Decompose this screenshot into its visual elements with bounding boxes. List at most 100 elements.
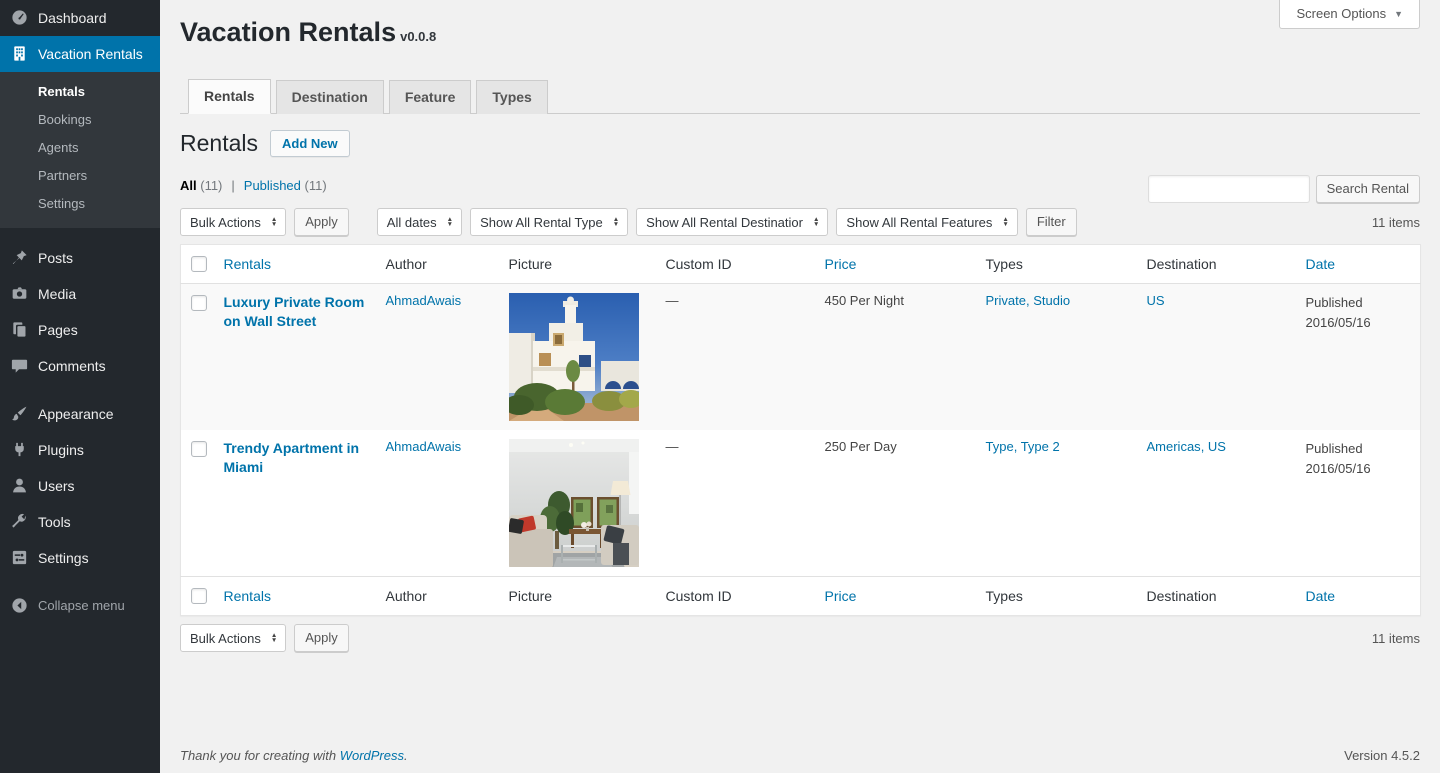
filter-button[interactable]: Filter xyxy=(1025,208,1077,236)
rental-features-filter-select[interactable]: Show All Rental Features ▲ ▼ xyxy=(836,208,1018,236)
sidebar-subitem-rentals[interactable]: Rentals xyxy=(38,84,85,99)
destination-link[interactable]: US xyxy=(1146,293,1165,308)
column-header-rentals[interactable]: Rentals xyxy=(213,576,376,616)
bulk-actions-select-bottom[interactable]: Bulk Actions ▲ ▼ xyxy=(180,624,287,652)
rental-type-filter-label: Show All Rental Type xyxy=(480,214,603,230)
sidebar-subitem-bookings[interactable]: Bookings xyxy=(38,112,92,127)
screen-options-button[interactable]: Screen Options ▼ xyxy=(1279,0,1420,29)
sidebar-subitem-partners[interactable]: Partners xyxy=(38,168,88,183)
pages-icon xyxy=(10,320,30,340)
view-link-all[interactable]: All xyxy=(180,177,197,193)
date-cell: Published 2016/05/16 xyxy=(1296,430,1421,577)
tab-types[interactable]: Types xyxy=(476,80,548,114)
tab-rentals[interactable]: Rentals xyxy=(188,79,271,114)
type-link[interactable]: Private xyxy=(985,293,1026,308)
comment-icon xyxy=(10,356,30,376)
rentals-table: Rentals Author Picture Custom ID Price Types D… xyxy=(180,244,1421,616)
row-checkbox[interactable] xyxy=(191,295,207,311)
rental-type-filter-select[interactable]: Show All Rental Type ▲ ▼ xyxy=(470,208,629,236)
triangle-down-icon: ▼ xyxy=(1394,8,1403,19)
collapse-icon xyxy=(10,596,30,616)
select-all-checkbox[interactable] xyxy=(191,256,207,272)
apply-button-bottom[interactable]: Apply xyxy=(294,624,349,652)
apply-button[interactable]: Apply xyxy=(294,208,349,236)
rental-title-link[interactable]: Trendy Apartment in Miami xyxy=(223,440,360,475)
sidebar-item-comments[interactable]: Comments xyxy=(0,348,160,384)
row-checkbox[interactable] xyxy=(191,441,207,457)
sidebar-item-label: Settings xyxy=(38,550,89,566)
rental-title-link[interactable]: Luxury Private Room on Wall Street xyxy=(223,294,365,329)
table-body: Luxury Private Room on Wall Street AhmadA… xyxy=(180,283,1421,577)
row-checkbox-cell xyxy=(181,284,214,431)
view-link-published[interactable]: Published xyxy=(243,177,301,193)
date-status: Published xyxy=(1305,295,1363,310)
sidebar-subitem-settings-sub[interactable]: Settings xyxy=(38,196,85,211)
rental-destination-filter-select[interactable]: Show All Rental Destinatior ▲ ▼ xyxy=(636,208,829,236)
destination-link[interactable]: Americas xyxy=(1146,439,1201,454)
tab-feature[interactable]: Feature xyxy=(388,80,472,114)
sidebar-item-collapse-menu[interactable]: Collapse menu xyxy=(0,588,160,624)
tablenav-bottom: Bulk Actions ▲ ▼ Apply 11 items xyxy=(180,624,1420,652)
sidebar-subitem-agents[interactable]: Agents xyxy=(38,140,79,155)
view-count: (11) xyxy=(196,177,223,193)
bulk-actions-select[interactable]: Bulk Actions ▲ ▼ xyxy=(180,208,287,236)
author-cell: AhmadAwais xyxy=(376,284,499,431)
sidebar-item-label: Dashboard xyxy=(38,10,107,26)
author-link[interactable]: AhmadAwais xyxy=(385,439,462,454)
rental-title-cell: Trendy Apartment in Miami xyxy=(214,430,376,577)
select-all-checkbox[interactable] xyxy=(191,588,207,604)
view-separator: | xyxy=(231,177,235,193)
list-heading-row: Rentals Add New xyxy=(180,129,1420,158)
sidebar-item-media[interactable]: Media xyxy=(0,276,160,312)
column-header-date[interactable]: Date xyxy=(1295,244,1421,284)
sidebar-item-pages[interactable]: Pages xyxy=(0,312,160,348)
select-arrows-icon: ▲ ▼ xyxy=(270,631,278,644)
rental-title-cell: Luxury Private Room on Wall Street xyxy=(214,284,376,431)
dates-filter-select[interactable]: All dates ▲ ▼ xyxy=(376,208,463,236)
view-count: (11) xyxy=(300,177,327,193)
destination-link[interactable]: US xyxy=(1207,439,1226,454)
building-icon xyxy=(10,44,30,64)
types-cell: Type, Type 2 xyxy=(985,439,1060,454)
wordpress-link[interactable]: WordPress xyxy=(339,748,404,763)
select-all-checkbox-cell xyxy=(180,576,214,616)
column-header-date[interactable]: Date xyxy=(1295,576,1421,616)
menu-separator xyxy=(0,576,160,588)
column-header-price[interactable]: Price xyxy=(814,244,976,284)
filter-actions: Bulk Actions ▲ ▼ Apply All dates ▲ ▼ Show … xyxy=(180,208,1077,236)
author-link[interactable]: AhmadAwais xyxy=(385,293,462,308)
date-status: Published xyxy=(1305,441,1363,456)
sidebar-item-tools[interactable]: Tools xyxy=(0,504,160,540)
sidebar-item-appearance[interactable]: Appearance xyxy=(0,396,160,432)
sidebar-item-plugins[interactable]: Plugins xyxy=(0,432,160,468)
add-new-button[interactable]: Add New xyxy=(269,130,350,157)
search-input[interactable] xyxy=(1147,175,1310,203)
type-link[interactable]: Type xyxy=(985,439,1014,454)
sidebar-item-label: Posts xyxy=(38,250,74,266)
type-link[interactable]: Studio xyxy=(1033,293,1071,308)
sidebar-item-vacation-rentals[interactable]: Vacation Rentals xyxy=(0,36,160,72)
sidebar-item-users[interactable]: Users xyxy=(0,468,160,504)
bulk-actions-label: Bulk Actions xyxy=(190,214,261,230)
column-header-price[interactable]: Price xyxy=(814,576,976,616)
views-row: All (11) | Published (11) xyxy=(180,174,1420,196)
pin-icon xyxy=(10,248,30,268)
sidebar-item-label: Tools xyxy=(38,514,71,530)
admin-sidebar: Dashboard Vacation Rentals Rentals Bookings… xyxy=(0,0,160,773)
rental-thumbnail xyxy=(508,293,639,421)
column-header-author: Author xyxy=(375,244,499,284)
sidebar-item-posts[interactable]: Posts xyxy=(0,240,160,276)
destination-cell: US xyxy=(1137,284,1296,431)
type-link[interactable]: Type 2 xyxy=(1020,439,1060,454)
picture-cell xyxy=(499,430,656,577)
price-cell: 250 Per Day xyxy=(824,439,897,454)
items-count: 11 items xyxy=(1371,214,1420,230)
sidebar-item-dashboard[interactable]: Dashboard xyxy=(0,0,160,36)
tab-destination[interactable]: Destination xyxy=(275,80,384,114)
sidebar-item-settings[interactable]: Settings xyxy=(0,540,160,576)
column-header-rentals[interactable]: Rentals xyxy=(213,244,376,284)
picture-cell xyxy=(499,284,656,431)
page-title: Vacation Rentals v0.0.8 xyxy=(180,0,1420,53)
search-rental-button[interactable]: Search Rental xyxy=(1315,175,1420,203)
brush-icon xyxy=(10,404,30,424)
